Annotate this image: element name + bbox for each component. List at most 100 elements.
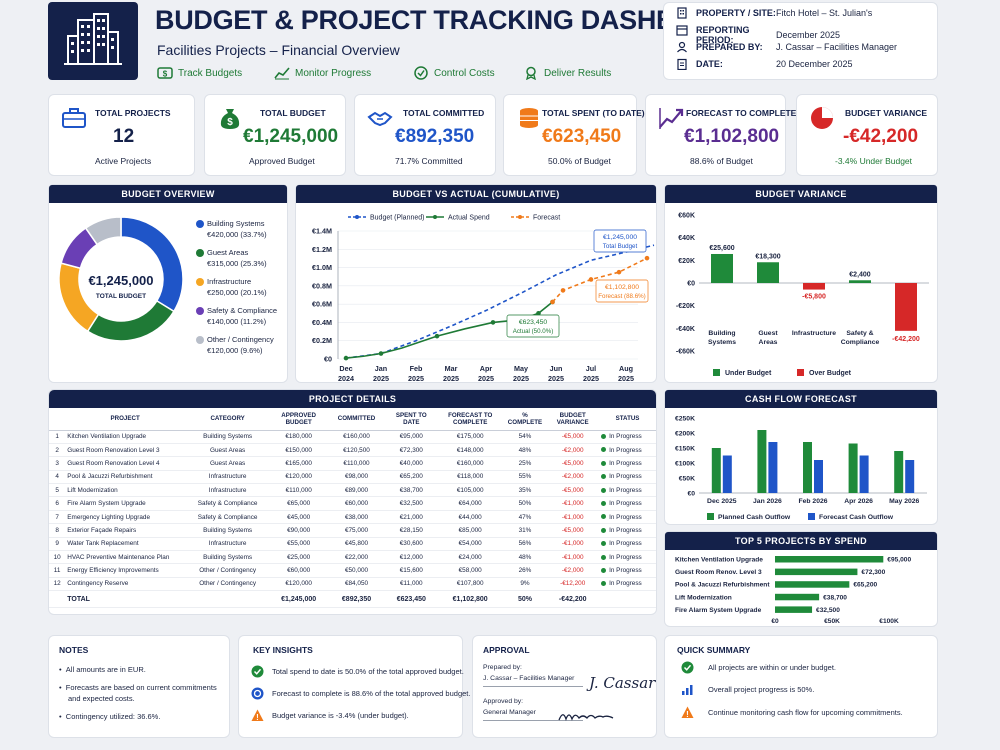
table-cell: 25% <box>503 456 547 471</box>
table-cell: Water Tank Replacement <box>65 537 185 552</box>
table-row[interactable]: 11 Energy Efficiency Improvements Other / … <box>49 563 656 578</box>
y-tick-label: €50K <box>679 476 695 483</box>
table-cell: 10 <box>49 550 66 565</box>
annotation-box <box>506 314 560 338</box>
table-cell: €60,000 <box>270 563 328 578</box>
table-row[interactable]: 7 Emergency Lighting Upgrade Safety & Comp… <box>49 510 656 525</box>
table-cell: 5 <box>49 483 66 498</box>
prepared-by-value: J. Cassar – Facilities Manager <box>483 675 575 682</box>
series-line <box>345 244 655 359</box>
building-logo-icon <box>64 13 122 65</box>
category-label: Kitchen Ventilation Upgrade <box>675 557 763 564</box>
table-cell: In Progress <box>599 563 656 578</box>
top-projects-chart: Kitchen Ventilation Upgrade €95,000 Guest … <box>675 556 911 625</box>
x-tick-label: Jan <box>375 364 387 373</box>
kpi-value: -€42,200 <box>843 126 919 147</box>
table-cell: Energy Efficiency Improvements <box>65 563 185 578</box>
donut-slice <box>84 216 122 246</box>
table-cell: -€1,000 <box>546 496 600 511</box>
table-row[interactable]: 2 Guest Room Renovation Level 3 Guest Area… <box>49 443 656 458</box>
table-row[interactable]: 6 Fire Alarm System Upgrade Safety & Compl… <box>49 496 656 511</box>
y-tick-label: €1.4M <box>312 227 332 236</box>
variance-bar <box>895 283 917 331</box>
pill-label: Monitor Progress <box>295 67 372 79</box>
table-row[interactable]: 4 Pool & Jacuzzi Refurbishment Infrastruct… <box>49 470 656 485</box>
table-cell: Safety & Compliance <box>185 496 271 511</box>
data-point <box>560 288 566 293</box>
table-cell: €65,000 <box>270 496 328 511</box>
table-cell: Other / Contingency <box>185 563 271 578</box>
insights-title: KEY INSIGHTS <box>253 645 313 655</box>
kpi-forecast-complete: FORECAST TO COMPLETE €1,102,800 88.6% of… <box>645 94 796 176</box>
table-cell: -€2,000 <box>546 443 600 458</box>
table-cell: 8 <box>49 523 66 538</box>
annotation-label: Total Budget <box>603 243 638 250</box>
total-cell: 50% <box>503 590 547 609</box>
table-row[interactable]: 10 HVAC Preventive Maintenance Plan Buildi… <box>49 550 656 565</box>
table-row[interactable]: 1 Kitchen Ventilation Upgrade Building Sys… <box>49 430 656 444</box>
note-item: • Forecasts are based on current commitm… <box>59 683 217 703</box>
table-cell: €64,000 <box>436 496 504 511</box>
legend-marker <box>518 215 522 219</box>
x-tick-label: May 2026 <box>889 498 919 505</box>
logo <box>48 2 138 80</box>
table-row[interactable]: 3 Guest Room Renovation Level 4 Guest Area… <box>49 456 656 471</box>
legend-value: €250,000 (20.1%) <box>207 288 267 298</box>
table-row[interactable]: 12 Contingency Reserve Other / Contingency… <box>49 577 656 592</box>
kpi-total-committed: TOTAL COMMITTED €892,350 71.7% Committed <box>354 94 496 176</box>
budget-variance-chart: €60K €40K €20K €0 -€20K -€40K -€60K €25,600 Buil… <box>676 213 929 377</box>
meta-label: PROPERTY / SITE: <box>696 8 776 18</box>
handshake-icon <box>367 111 393 127</box>
table-cell: -€2,000 <box>546 470 600 485</box>
legend-label: Guest Areas <box>207 248 249 257</box>
data-point <box>588 277 594 282</box>
notes-panel: NOTES • All amounts are in EUR. • Foreca… <box>48 635 230 738</box>
meta-label: REPORTING PERIOD: <box>696 25 750 45</box>
kpi-total-budget: $ TOTAL BUDGET €1,245,000 Approved Budge… <box>204 94 346 176</box>
y-tick-label: €0 <box>687 281 695 288</box>
x-tick-label: Mar <box>445 364 458 373</box>
total-cell: €1,102,800 <box>436 590 504 609</box>
x-tick-label: Apr <box>480 364 493 373</box>
panel-header: BUDGET OVERVIEW <box>49 185 287 203</box>
bar-value-label: €25,600 <box>709 245 734 252</box>
note-item: • All amounts are in EUR. <box>59 665 146 674</box>
table-row[interactable]: 8 Exterior Façade Repairs Building Systems… <box>49 523 656 538</box>
bar-value-label: €72,300 <box>861 569 885 576</box>
legend-label: Budget (Planned) <box>370 215 424 222</box>
table-cell: 26% <box>503 563 547 578</box>
insight-item: Total spend to date is 50.0% of the tota… <box>251 665 464 678</box>
table-cell: Infrastructure <box>185 483 271 498</box>
x-tick-label: Guest <box>758 330 778 337</box>
table-cell: €72,300 <box>385 443 437 458</box>
x-tick-label: Building <box>708 330 735 337</box>
table-cell: In Progress <box>599 456 656 471</box>
table-row[interactable]: 9 Water Tank Replacement Infrastructure €55… <box>49 537 656 552</box>
summary-item: ! Continue monitoring cash flow for upco… <box>681 706 903 719</box>
x-tick-label: 2025 <box>408 374 424 383</box>
table-cell: €165,000 <box>270 456 328 471</box>
table-cell: €120,000 <box>270 577 328 592</box>
table-cell: €44,000 <box>436 510 504 525</box>
data-point <box>536 310 541 316</box>
table-cell: €54,000 <box>436 537 504 552</box>
table-cell: In Progress <box>599 496 656 511</box>
table-cell: Building Systems <box>185 550 271 565</box>
table-cell: 2 <box>49 443 66 458</box>
meta-label: DATE: <box>696 59 723 69</box>
table-cell: Exterior Façade Repairs <box>65 523 185 538</box>
legend-value: €140,000 (11.2%) <box>207 317 267 327</box>
table-row[interactable]: 5 Lift Modernization Infrastructure €110,00… <box>49 483 656 498</box>
money-bag-icon: $ <box>220 109 240 129</box>
table-cell: €45,000 <box>270 510 328 525</box>
x-tick-label: 2025 <box>478 374 494 383</box>
table-cell: 56% <box>503 537 547 552</box>
table-cell: 55% <box>503 470 547 485</box>
note-item: • Contingency utilized: 36.6%. <box>59 712 161 721</box>
table-header-row: PROJECT CATEGORY APPROVED BUDGET COMMITTED S… <box>49 408 656 431</box>
top-project-bar <box>775 581 850 588</box>
kpi-value: 12 <box>113 126 135 147</box>
table-cell: Pool & Jacuzzi Refurbishment <box>65 470 185 485</box>
cash-bar <box>894 451 904 493</box>
category-label: Fire Alarm System Upgrade <box>675 607 762 614</box>
